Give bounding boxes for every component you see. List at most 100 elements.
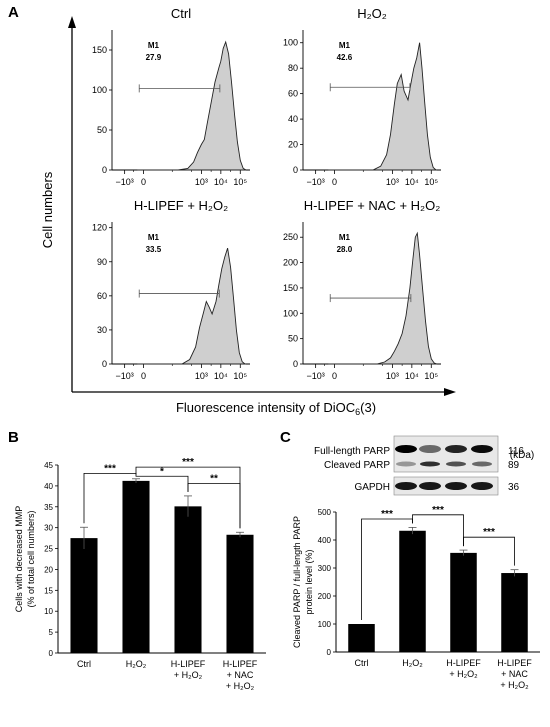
bar-c-3 bbox=[501, 573, 528, 652]
blot-kda-unit: (kDa) bbox=[510, 450, 534, 461]
bar-ytick-label-b-5: 25 bbox=[44, 545, 53, 554]
histogram-ytick-label-3-1: 50 bbox=[288, 334, 298, 344]
histogram-ytick-label-3-2: 100 bbox=[283, 308, 298, 318]
significance-label-b-1: *** bbox=[182, 457, 194, 468]
histogram-xtick-label-1-1: 0 bbox=[332, 177, 337, 187]
histogram-title-0: Ctrl bbox=[171, 6, 191, 21]
histogram-ytick-label-2-3: 90 bbox=[97, 257, 107, 267]
histogram-3: H-LIPEF + NAC + H₂O₂ 0 50 100 150 200 250 −10³ 0… bbox=[283, 198, 441, 381]
panel-a-ylabel: Cell numbers bbox=[40, 171, 55, 248]
histogram-xtick-label-1-0: −10³ bbox=[307, 177, 325, 187]
histogram-ytick-label-1-2: 40 bbox=[288, 114, 298, 124]
histogram-ytick-label-1-3: 60 bbox=[288, 89, 298, 99]
histogram-xtick-label-1-3: 10⁴ bbox=[405, 177, 419, 187]
histogram-curve-3 bbox=[328, 231, 438, 365]
significance-label-c-1: *** bbox=[432, 505, 444, 516]
significance-label-c-2: *** bbox=[483, 527, 495, 538]
histogram-gate-label-1: M1 bbox=[339, 41, 351, 50]
panel-letter-c: C bbox=[280, 429, 291, 446]
bar-category-label-b-1: H₂O₂ bbox=[126, 659, 147, 669]
blot-parp-membrane bbox=[393, 435, 499, 473]
histogram-title-3: H-LIPEF + NAC + H₂O₂ bbox=[304, 198, 441, 213]
blot-label-gapdh: GAPDH bbox=[354, 482, 390, 493]
panel-a-xlabel: Fluorescence intensity of DiOC6(3) bbox=[176, 400, 376, 417]
blot-band-gapdh-1 bbox=[419, 482, 441, 490]
bar-b-3 bbox=[226, 534, 254, 653]
blot-band-full-length-parp-2 bbox=[445, 445, 467, 453]
bar-ytick-label-c-4: 400 bbox=[318, 536, 332, 545]
histogram-ytick-label-1-4: 80 bbox=[288, 63, 298, 73]
significance-label-b-3: ** bbox=[210, 473, 218, 484]
histogram-xtick-label-3-3: 10⁴ bbox=[405, 371, 419, 381]
panel-letter-a: A bbox=[8, 4, 19, 21]
significance-bracket-b-3 bbox=[187, 482, 241, 529]
bar-ytick-label-b-4: 20 bbox=[44, 565, 53, 574]
bar-category-label-c-3: H-LIPEF + NAC + H₂O₂ bbox=[497, 658, 532, 690]
bar-ytick-label-b-7: 35 bbox=[44, 503, 53, 512]
histogram-ytick-label-2-4: 120 bbox=[92, 223, 107, 233]
histogram-xtick-label-0-3: 10⁴ bbox=[214, 177, 228, 187]
histogram-ytick-label-0-3: 150 bbox=[92, 45, 107, 55]
histogram-xtick-label-2-4: 10⁵ bbox=[233, 371, 247, 381]
bar-category-label-c-1: H₂O₂ bbox=[402, 658, 423, 668]
histogram-ytick-label-1-1: 20 bbox=[288, 140, 298, 150]
bar-b-2 bbox=[174, 506, 202, 653]
blot-kda-89: 89 bbox=[508, 460, 520, 471]
significance-label-b-2: * bbox=[160, 466, 164, 477]
histogram-ytick-label-0-1: 50 bbox=[97, 125, 107, 135]
histogram-gate-value-1: 42.6 bbox=[337, 53, 353, 62]
histogram-0: Ctrl 0 50 100 150 −10³ 0 10³ 10⁴ 10⁵ M1 27.9 bbox=[92, 6, 250, 187]
histogram-ytick-label-0-0: 0 bbox=[102, 165, 107, 175]
histogram-ytick-label-2-1: 30 bbox=[97, 325, 107, 335]
histogram-ytick-label-3-5: 250 bbox=[283, 232, 298, 242]
histogram-gate-value-0: 27.9 bbox=[146, 53, 162, 62]
histogram-xtick-label-2-2: 10³ bbox=[195, 371, 208, 381]
histogram-ytick-label-1-5: 100 bbox=[283, 38, 298, 48]
panel-b-bar-chart: 0 5 10 15 20 25 30 35 40 45 Cells with decreased M… bbox=[14, 457, 266, 691]
bar-ytick-label-b-6: 30 bbox=[44, 524, 53, 533]
bar-b-1 bbox=[122, 480, 150, 653]
blot-band-cleaved-parp-0 bbox=[396, 461, 416, 467]
bar-ylabel-b: Cells with decreased MMP (% of total cell… bbox=[14, 506, 36, 613]
panel-c-bar-chart: 0 100 200 300 400 500 Cleaved PARP / full-leng… bbox=[292, 505, 540, 690]
blot-band-cleaved-parp-2 bbox=[446, 461, 466, 467]
histogram-gate-value-3: 28.0 bbox=[337, 245, 353, 254]
bar-category-label-c-2: H-LIPEF + H₂O₂ bbox=[446, 658, 481, 679]
histogram-curve-2 bbox=[137, 247, 247, 365]
bar-b-0 bbox=[70, 538, 98, 653]
histogram-ytick-label-2-0: 0 bbox=[102, 359, 107, 369]
histogram-xtick-label-0-1: 0 bbox=[141, 177, 146, 187]
histogram-curve-0 bbox=[137, 40, 247, 171]
histogram-xtick-label-3-1: 0 bbox=[332, 371, 337, 381]
blot-kda-116: 116 bbox=[508, 446, 524, 457]
bar-category-label-b-2: H-LIPEF + H₂O₂ bbox=[171, 659, 206, 680]
histogram-gate-value-2: 33.5 bbox=[146, 245, 162, 254]
histogram-ytick-label-3-0: 0 bbox=[293, 359, 298, 369]
panel-letter-b: B bbox=[8, 429, 19, 446]
histogram-gate-label-2: M1 bbox=[148, 233, 160, 242]
bar-category-label-c-0: Ctrl bbox=[355, 658, 369, 668]
bar-category-label-b-0: Ctrl bbox=[77, 659, 91, 669]
histogram-xtick-label-0-2: 10³ bbox=[195, 177, 208, 187]
panel-a-frame: Cell numbers Fluorescence intensity of D… bbox=[40, 16, 456, 417]
histogram-ytick-label-3-3: 150 bbox=[283, 283, 298, 293]
bar-ytick-label-b-2: 10 bbox=[44, 607, 53, 616]
histogram-xtick-label-1-2: 10³ bbox=[386, 177, 399, 187]
bar-ylabel-c: Cleaved PARP / full-length PARP protein l… bbox=[292, 516, 314, 648]
histogram-title-2: H-LIPEF + H₂O₂ bbox=[134, 198, 228, 213]
significance-bracket-c-2 bbox=[463, 536, 515, 566]
bar-ytick-label-b-3: 15 bbox=[44, 586, 53, 595]
blot-kda-36: 36 bbox=[508, 482, 520, 493]
histogram-grid: Ctrl 0 50 100 150 −10³ 0 10³ 10⁴ 10⁵ M1 27.9 H₂O₂ 0 20… bbox=[92, 6, 441, 381]
bar-c-2 bbox=[450, 552, 477, 652]
significance-label-c-0: *** bbox=[381, 509, 393, 520]
histogram-2: H-LIPEF + H₂O₂ 0 30 60 90 120 −10³ 0 10³ 10⁴ 10⁵ M1… bbox=[92, 198, 250, 381]
blot-label-cleaved-parp: Cleaved PARP bbox=[324, 460, 390, 471]
bar-ytick-label-c-5: 500 bbox=[318, 508, 332, 517]
blot-label-full-length-parp: Full-length PARP bbox=[314, 446, 390, 457]
histogram-title-1: H₂O₂ bbox=[357, 6, 387, 21]
bar-ytick-label-b-8: 40 bbox=[44, 482, 53, 491]
bar-category-label-b-3: H-LIPEF + NAC + H₂O₂ bbox=[223, 659, 258, 691]
blot-band-full-length-parp-1 bbox=[419, 445, 441, 453]
